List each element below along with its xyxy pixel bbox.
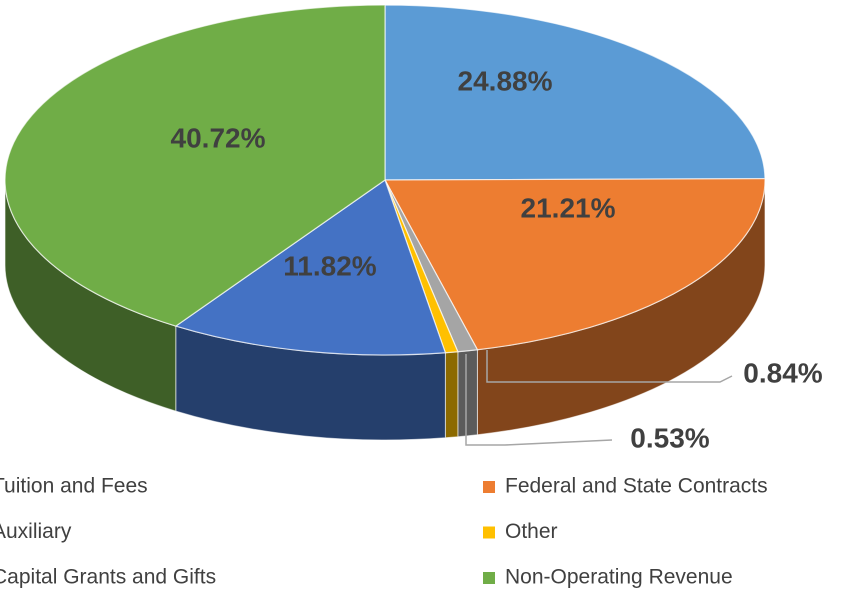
legend-marker [483,526,495,539]
leader-line [465,354,613,446]
legend-label: Federal and State Contracts [505,475,768,498]
slice [383,178,766,351]
slice [384,4,766,181]
data-label: 21.21% [521,192,616,223]
slice [174,179,447,356]
data-label: 0.84% [743,357,822,388]
legend-label: Non-Operating Revenue [505,566,733,589]
legend-label: Other [505,520,558,543]
data-label: 0.53% [630,422,709,453]
legend-label: Tuition and Fees [0,475,148,498]
data-label: 24.88% [458,65,553,96]
data-label: 40.72% [171,122,266,153]
slice-side [457,349,478,438]
slice-side [444,351,459,439]
legend-label: Capital Grants and Gifts [0,566,216,589]
data-label: 11.82% [283,250,377,281]
leader-line [486,350,733,383]
legend-label: Auxiliary [0,520,72,543]
legend-marker [483,481,495,493]
legend-marker [483,572,495,584]
slice [4,4,386,327]
